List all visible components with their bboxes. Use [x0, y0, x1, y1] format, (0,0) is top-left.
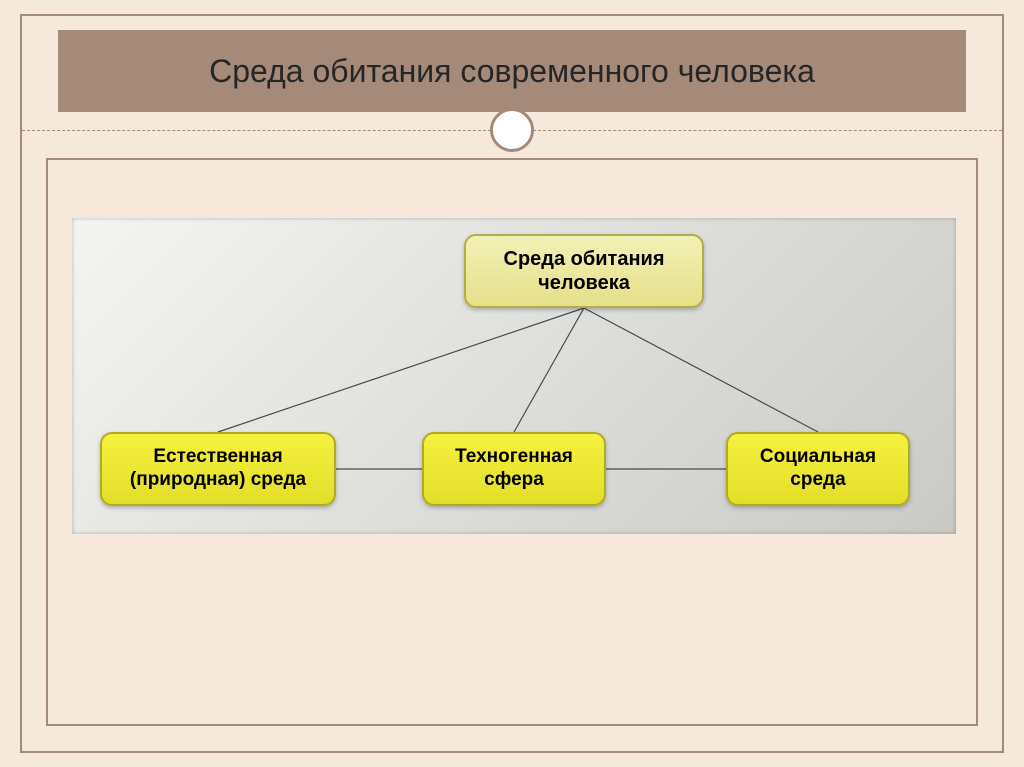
slide-title: Среда обитания современного человека: [209, 53, 815, 90]
root-node-label: Среда обитаниячеловека: [504, 247, 665, 295]
child-node-natural: Естественная(природная) среда: [100, 432, 336, 506]
slide: Среда обитания современного человека Сре…: [0, 0, 1024, 767]
child-node-social: Социальнаясреда: [726, 432, 910, 506]
child-node-social-label: Социальнаясреда: [760, 446, 876, 492]
child-node-technogenic-label: Техногеннаясфера: [455, 446, 573, 492]
content-frame: Среда обитаниячеловека Естественная(прир…: [46, 158, 978, 726]
child-node-natural-label: Естественная(природная) среда: [130, 446, 306, 492]
root-node: Среда обитаниячеловека: [464, 234, 704, 308]
circle-ornament: [490, 108, 534, 152]
title-bar: Среда обитания современного человека: [58, 30, 966, 112]
diagram-area: Среда обитаниячеловека Естественная(прир…: [72, 218, 956, 534]
child-node-technogenic: Техногеннаясфера: [422, 432, 606, 506]
